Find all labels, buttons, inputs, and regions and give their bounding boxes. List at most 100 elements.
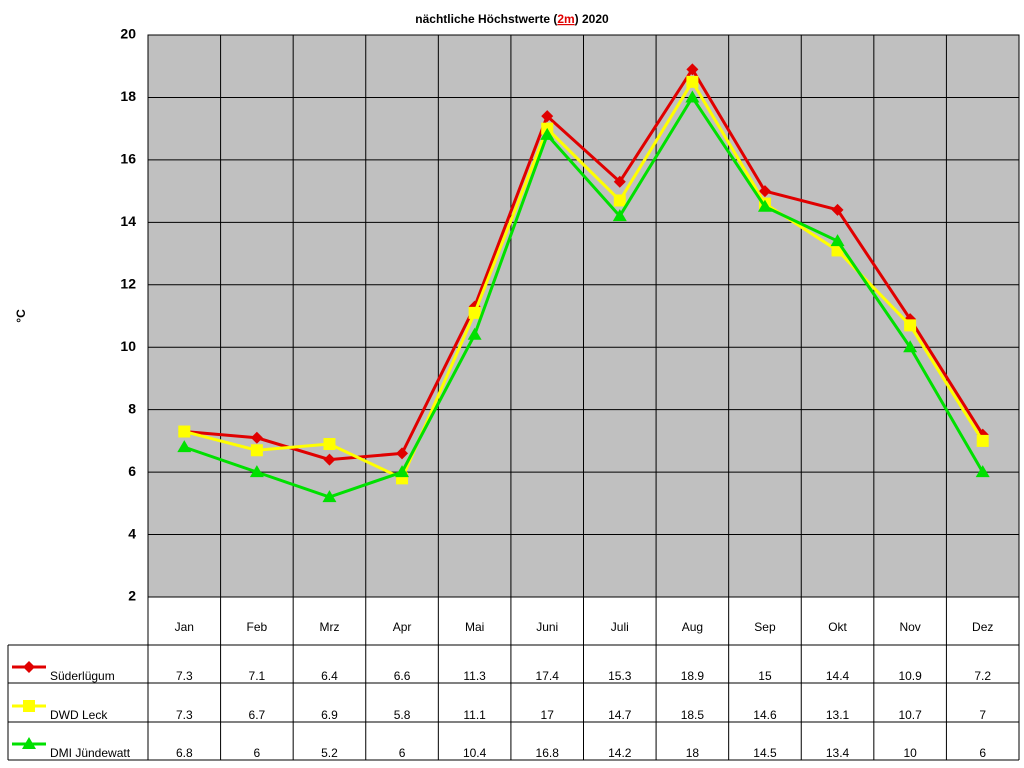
- x-tick-label: Mrz: [319, 620, 339, 634]
- table-value: 10.9: [898, 669, 922, 683]
- table-value: 6: [254, 746, 261, 760]
- y-tick-label: 20: [120, 26, 136, 42]
- table-value: 18.5: [681, 708, 705, 722]
- y-tick-label: 4: [128, 525, 136, 541]
- x-tick-label: Juli: [611, 620, 629, 634]
- table-value: 14.6: [753, 708, 777, 722]
- data-point: [323, 453, 336, 466]
- data-point: [613, 175, 626, 188]
- data-point: [612, 209, 627, 222]
- title-part: nächtliche Höchstwerte (: [415, 12, 557, 26]
- table-value: 6.7: [249, 708, 266, 722]
- data-point: [468, 306, 481, 319]
- x-tick-label: Sep: [754, 620, 776, 634]
- table-value: 18: [686, 746, 700, 760]
- legend-marker: [23, 700, 35, 712]
- data-point: [250, 431, 263, 444]
- table-value: 6.9: [321, 708, 338, 722]
- data-point: [903, 340, 918, 353]
- series-line: [184, 66, 984, 462]
- table-value: 11.1: [463, 708, 486, 722]
- data-point: [975, 465, 990, 478]
- table-value: 16.8: [536, 746, 560, 760]
- y-tick-label: 16: [120, 151, 136, 167]
- x-tick-label: Aug: [682, 620, 703, 634]
- data-point: [323, 438, 336, 451]
- data-point: [757, 199, 772, 212]
- legend-marker: [22, 737, 36, 749]
- table-value: 6: [399, 746, 406, 760]
- table-value: 5.2: [321, 746, 338, 760]
- x-tick-label: Mai: [465, 620, 484, 634]
- table-value: 7.3: [176, 669, 193, 683]
- y-tick-label: 2: [128, 588, 136, 604]
- table-value: 6.6: [394, 669, 411, 683]
- data-point: [758, 185, 771, 198]
- data-point: [904, 319, 917, 332]
- table-value: 10.4: [463, 746, 487, 760]
- data-point: [178, 425, 191, 438]
- data-point: [976, 434, 989, 447]
- table-value: 10: [903, 746, 917, 760]
- table-value: 13.1: [826, 708, 850, 722]
- data-point: [541, 110, 554, 123]
- table-value: 10.7: [898, 708, 922, 722]
- legend-label: DMI Jündewatt: [50, 746, 131, 760]
- data-point: [249, 465, 264, 478]
- data-point: [686, 75, 699, 88]
- table-value: 14.4: [826, 669, 850, 683]
- table-value: 14.5: [753, 746, 777, 760]
- legend-label: Süderlügum: [50, 669, 115, 683]
- y-axis-label: °C: [14, 309, 28, 323]
- chart-title: nächtliche Höchstwerte (2m) 2020: [415, 12, 609, 26]
- legend-marker: [23, 661, 35, 673]
- x-tick-label: Dez: [972, 620, 993, 634]
- legend-label: DWD Leck: [50, 708, 108, 722]
- table-value: 14.7: [608, 708, 632, 722]
- y-tick-label: 14: [120, 213, 136, 229]
- y-tick-label: 18: [120, 88, 136, 104]
- x-tick-label: Feb: [247, 620, 268, 634]
- data-point: [250, 444, 263, 457]
- x-tick-label: Jan: [175, 620, 194, 634]
- table-value: 11.3: [463, 669, 486, 683]
- x-tick-label: Nov: [899, 620, 920, 634]
- y-tick-label: 8: [128, 400, 136, 416]
- data-point: [322, 490, 337, 503]
- table-value: 15.3: [608, 669, 632, 683]
- table-value: 18.9: [681, 669, 705, 683]
- data-point: [540, 127, 555, 140]
- table-value: 6.8: [176, 746, 193, 760]
- y-tick-label: 6: [128, 463, 136, 479]
- table-value: 6.4: [321, 669, 338, 683]
- table-value: 5.8: [394, 708, 411, 722]
- table-value: 14.2: [608, 746, 632, 760]
- table-value: 7.1: [249, 669, 266, 683]
- table-value: 7.3: [176, 708, 193, 722]
- data-point: [395, 465, 410, 478]
- data-point: [177, 440, 192, 453]
- table-value: 15: [758, 669, 772, 683]
- x-tick-label: Juni: [536, 620, 558, 634]
- data-point: [467, 327, 482, 340]
- series-line: [183, 78, 984, 481]
- data-point: [830, 234, 845, 247]
- data-point: [831, 203, 844, 216]
- x-tick-label: Okt: [828, 620, 847, 634]
- series-line: [183, 94, 985, 499]
- table-value: 17.4: [536, 669, 560, 683]
- title-part: ) 2020: [575, 12, 609, 26]
- table-value: 7.2: [974, 669, 991, 683]
- table-value: 7: [979, 708, 986, 722]
- data-point: [396, 447, 409, 460]
- table-value: 6: [979, 746, 986, 760]
- data-point: [613, 194, 626, 207]
- x-tick-label: Apr: [393, 620, 412, 634]
- y-tick-label: 10: [120, 338, 136, 354]
- table-value: 13.4: [826, 746, 850, 760]
- data-point: [685, 90, 700, 103]
- data-point: [686, 63, 699, 76]
- y-tick-label: 12: [120, 275, 136, 291]
- title-part: 2m: [557, 12, 574, 26]
